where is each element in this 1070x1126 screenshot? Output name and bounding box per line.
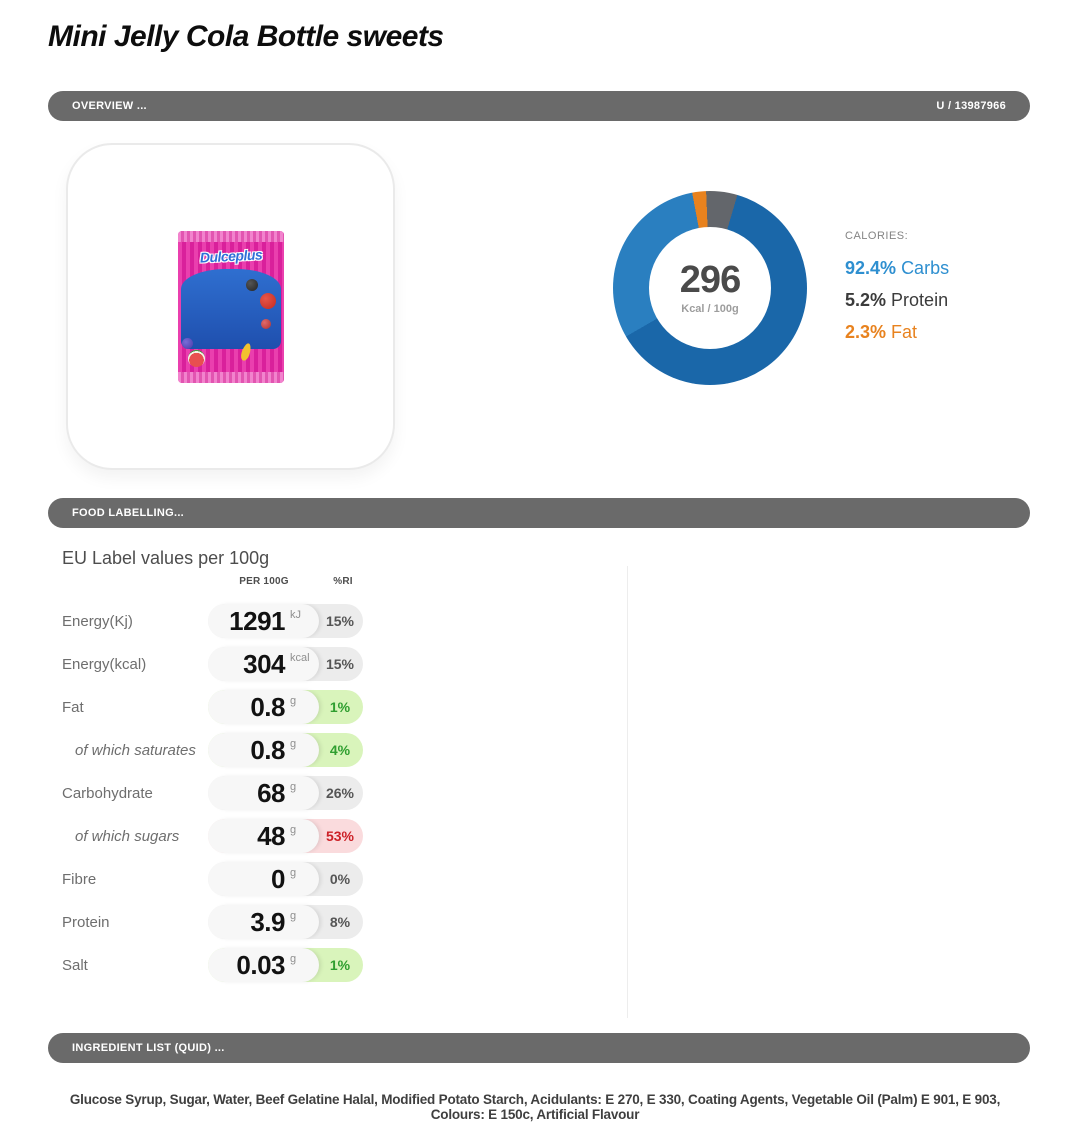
row-label: Fat <box>62 699 84 716</box>
bag-crimp <box>177 230 284 242</box>
grape-character-icon <box>181 337 193 349</box>
table-row-fibre: Fibre 0% 0 g <box>62 858 602 901</box>
ri-badge: 1% <box>329 699 351 715</box>
row-unit: g <box>290 781 297 793</box>
value-pill: 1% 0.8 g <box>208 690 363 724</box>
row-label: of which saturates <box>75 742 196 759</box>
value-pill: 26% 68 g <box>208 776 363 810</box>
watermelon-character-icon <box>187 349 205 367</box>
row-value: 68 <box>257 777 285 808</box>
table-row-carbohydrate: Carbohydrate 26% 68 g <box>62 772 602 815</box>
row-value: 0.8 <box>250 691 285 722</box>
row-label: Energy(kcal) <box>62 656 147 673</box>
row-label: Protein <box>62 914 110 931</box>
kcal-value: 296 <box>679 259 741 301</box>
carbs-label: Carbs <box>901 258 950 278</box>
row-label: of which sugars <box>75 828 180 845</box>
ri-badge: 15% <box>325 656 355 672</box>
row-value: 1291 <box>229 605 285 636</box>
kcal-unit: Kcal / 100g <box>681 303 739 315</box>
bag-crimp <box>177 371 284 383</box>
food-labelling-section-bar[interactable]: FOOD LABELLING... <box>48 498 1030 528</box>
fat-label: Fat <box>891 322 918 342</box>
row-unit: g <box>290 953 297 965</box>
value-pill: 15% 304 kcal <box>208 647 363 681</box>
protein-pct: 5.2% <box>845 290 887 310</box>
cherry-character-icon <box>260 318 271 329</box>
row-unit: g <box>290 910 297 922</box>
table-row-protein: Protein 8% 3.9 g <box>62 901 602 944</box>
nutrition-table: Energy(Kj) 15% 1291 kJ Energy(kcal) 15% … <box>62 600 602 987</box>
donut-center: 296 Kcal / 100g <box>649 227 771 349</box>
value-pill: 8% 3.9 g <box>208 905 363 939</box>
row-value: 0.03 <box>236 949 285 980</box>
value-pill: 15% 1291 kJ <box>208 604 363 638</box>
row-unit: g <box>290 695 297 707</box>
eu-label-heading: EU Label values per 100g <box>62 548 270 568</box>
product-image: Dulceplus <box>177 230 284 383</box>
overview-bar-label: OVERVIEW ... <box>72 100 147 112</box>
row-value: 3.9 <box>250 906 285 937</box>
legend-title: CALORIES: <box>845 230 909 242</box>
table-row-salt: Salt 1% 0.03 g <box>62 944 602 987</box>
value-pill: 1% 0.03 g <box>208 948 363 982</box>
row-unit: kcal <box>290 652 310 664</box>
product-reference: U / 13987966 <box>936 100 1006 112</box>
jelly-candies <box>184 279 248 347</box>
column-header-ri: %RI <box>333 576 353 587</box>
ri-badge: 15% <box>325 613 355 629</box>
table-row-energy-kj: Energy(Kj) 15% 1291 kJ <box>62 600 602 643</box>
table-row-fat: Fat 1% 0.8 g <box>62 686 602 729</box>
ri-badge: 4% <box>329 742 351 758</box>
table-row-sugars: of which sugars 53% 48 g <box>62 815 602 858</box>
ri-badge: 1% <box>329 957 351 973</box>
food-labelling-bar-label: FOOD LABELLING... <box>72 507 185 519</box>
table-row-saturates: of which saturates 4% 0.8 g <box>62 729 602 772</box>
ri-badge: 53% <box>325 828 355 844</box>
column-header-per100g: PER 100G <box>239 576 289 587</box>
table-row-energy-kcal: Energy(kcal) 15% 304 kcal <box>62 643 602 686</box>
protein-label: Protein <box>891 290 949 310</box>
value-pill: 0% 0 g <box>208 862 363 896</box>
row-unit: g <box>290 738 297 750</box>
value-pill: 4% 0.8 g <box>208 733 363 767</box>
row-unit: g <box>290 867 297 879</box>
ri-badge: 8% <box>329 914 351 930</box>
ri-badge: 0% <box>329 871 351 887</box>
legend-item-carbs: 92.4% Carbs <box>845 252 949 284</box>
brand-logo: Dulceplus <box>198 245 263 266</box>
legend-item-fat: 2.3% Fat <box>845 316 949 348</box>
row-unit: kJ <box>290 609 301 621</box>
legend-item-protein: 5.2% Protein <box>845 284 949 316</box>
strawberry-character-icon <box>259 292 276 309</box>
calories-legend: CALORIES: 92.4% Carbs 5.2% Protein 2.3% … <box>845 230 949 348</box>
row-value: 48 <box>257 820 285 851</box>
row-value: 304 <box>243 648 285 679</box>
row-label: Salt <box>62 957 88 974</box>
ri-badge: 26% <box>325 785 355 801</box>
row-label: Carbohydrate <box>62 785 153 802</box>
calories-donut-chart: 296 Kcal / 100g <box>613 191 807 385</box>
berry-character-icon <box>245 278 258 291</box>
ingredients-text: Glucose Syrup, Sugar, Water, Beef Gelati… <box>69 1092 1001 1122</box>
row-value: 0 <box>271 863 285 894</box>
product-image-card: Dulceplus <box>66 143 395 470</box>
bag-panel <box>180 268 281 349</box>
carbs-pct: 92.4% <box>845 258 897 278</box>
vertical-divider <box>627 566 628 1018</box>
ingredient-list-section-bar[interactable]: INGREDIENT LIST (QUID) ... <box>48 1033 1030 1063</box>
row-value: 0.8 <box>250 734 285 765</box>
row-label: Energy(Kj) <box>62 613 133 630</box>
row-unit: g <box>290 824 297 836</box>
row-label: Fibre <box>62 871 97 888</box>
value-pill: 53% 48 g <box>208 819 363 853</box>
overview-section-bar[interactable]: OVERVIEW ... U / 13987966 <box>48 91 1030 121</box>
fat-pct: 2.3% <box>845 322 887 342</box>
page-title: Mini Jelly Cola Bottle sweets <box>48 20 444 53</box>
ingredient-list-bar-label: INGREDIENT LIST (QUID) ... <box>72 1042 225 1054</box>
